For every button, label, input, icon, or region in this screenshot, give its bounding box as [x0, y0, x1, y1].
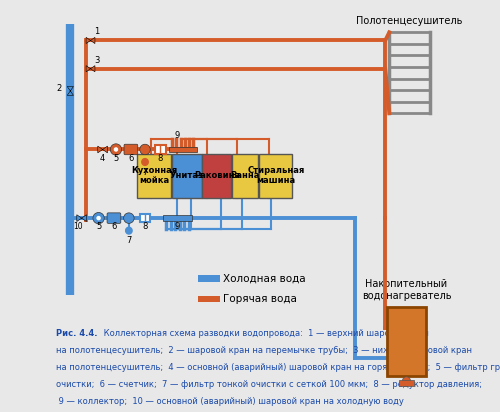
Polygon shape — [126, 227, 132, 234]
Polygon shape — [86, 66, 95, 72]
Text: Горячая вода: Горячая вода — [223, 294, 297, 304]
Bar — [169, 147, 196, 152]
FancyBboxPatch shape — [107, 213, 121, 223]
Text: 4: 4 — [100, 154, 105, 163]
Text: очистки;  6 — счетчик;  7 — фильтр тонкой очистки с сеткой 100 мкм;  8 — редукто: очистки; 6 — счетчик; 7 — фильтр тонкой … — [56, 380, 482, 389]
Text: на полотенцесушитель;  2 — шаровой кран на перемычке трубы;  3 — нижний шаровой : на полотенцесушитель; 2 — шаровой кран н… — [56, 346, 472, 355]
Text: 1: 1 — [94, 28, 99, 36]
Text: Полотенцесушитель: Полотенцесушитель — [356, 16, 463, 26]
Text: 3: 3 — [94, 56, 100, 65]
Text: Коллекторная схема разводки водопровода:  1 — верхний шаровой кран: Коллекторная схема разводки водопровода:… — [100, 329, 428, 338]
Text: Рис. 4.4.: Рис. 4.4. — [56, 329, 98, 338]
Bar — [172, 154, 202, 198]
Text: 5: 5 — [96, 222, 101, 232]
Polygon shape — [142, 159, 148, 165]
Text: Кухонная
мойка: Кухонная мойка — [131, 166, 177, 185]
Text: 9: 9 — [174, 131, 180, 140]
Text: Унитаз: Унитаз — [170, 171, 204, 180]
Bar — [232, 154, 258, 198]
Circle shape — [402, 377, 410, 385]
Bar — [198, 276, 220, 282]
Text: 5: 5 — [114, 154, 118, 163]
Text: Накопительный: Накопительный — [366, 279, 448, 289]
Text: Ванна: Ванна — [230, 171, 260, 180]
Circle shape — [96, 216, 101, 220]
Polygon shape — [67, 87, 73, 95]
Bar — [155, 145, 166, 154]
Circle shape — [114, 147, 118, 152]
Text: 7: 7 — [142, 168, 148, 176]
Circle shape — [93, 213, 104, 224]
Bar — [140, 214, 150, 222]
Text: 6: 6 — [128, 154, 134, 163]
Bar — [163, 215, 192, 221]
Text: Холодная вода: Холодная вода — [223, 274, 306, 284]
Bar — [202, 154, 232, 198]
Bar — [260, 154, 292, 198]
Polygon shape — [98, 146, 108, 153]
Text: 9 — коллектор;  10 — основной (аварийный) шаровой кран на холодную воду: 9 — коллектор; 10 — основной (аварийный)… — [56, 397, 404, 406]
Bar — [198, 296, 220, 302]
Circle shape — [124, 213, 134, 223]
Text: 8: 8 — [142, 222, 148, 232]
Text: водонагреватель: водонагреватель — [362, 291, 451, 301]
Text: 10: 10 — [74, 222, 83, 232]
Text: Стиральная
машина: Стиральная машина — [247, 166, 304, 185]
Text: 2: 2 — [56, 84, 62, 93]
Text: 9: 9 — [174, 222, 180, 232]
Bar — [399, 379, 413, 386]
Text: Раковина: Раковина — [194, 171, 240, 180]
Polygon shape — [86, 37, 95, 44]
Bar — [388, 307, 426, 376]
Circle shape — [140, 144, 150, 155]
Text: 6: 6 — [111, 222, 116, 232]
Circle shape — [110, 144, 122, 155]
Text: 8: 8 — [158, 154, 163, 163]
Text: на полотенцесушитель;  4 — основной (аварийный) шаровой кран на горячую воду;  5: на полотенцесушитель; 4 — основной (авар… — [56, 363, 500, 372]
FancyBboxPatch shape — [124, 144, 138, 155]
Text: 7: 7 — [126, 236, 132, 245]
Polygon shape — [77, 215, 86, 222]
Bar — [137, 154, 172, 198]
